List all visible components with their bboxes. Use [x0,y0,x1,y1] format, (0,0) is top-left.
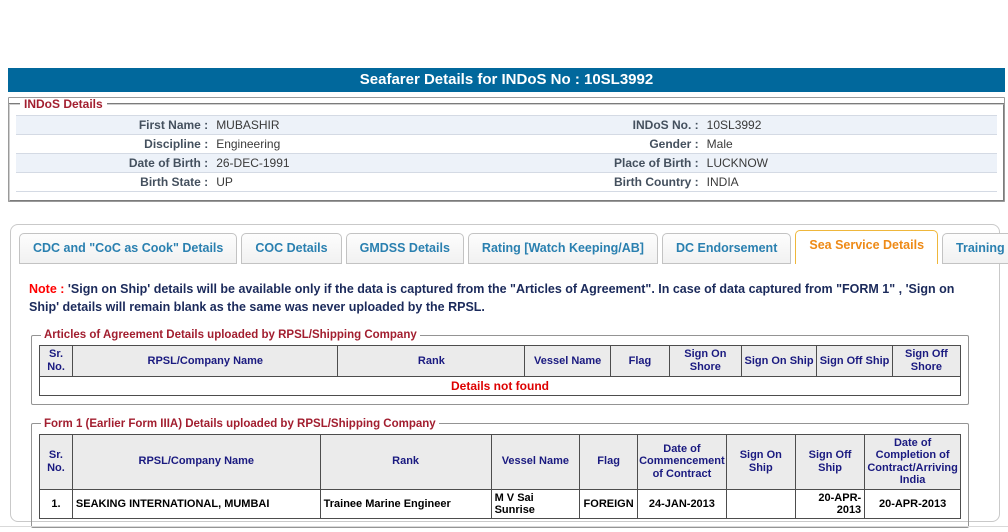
indos-details-fieldset: INDoS Details First Name : MUBASHIR INDo… [8,97,1005,202]
cell-sign-off-ship: 20-APR-2013 [794,489,866,520]
cell-company: SEAKING INTERNATIONAL, MUMBAI [71,489,321,520]
cell-rank: Trainee Marine Engineer [319,489,492,520]
col-rank: Rank [319,433,492,491]
birth-country-label: Birth Country : [506,172,703,192]
indos-details-table: First Name : MUBASHIR INDoS No. : 10SL39… [16,115,997,192]
table-row: Birth State : UP Birth Country : INDIA [16,172,997,192]
form1-table: Sr. No. RPSL/Company Name Rank Vessel Na… [39,433,961,520]
gender-label: Gender : [506,134,703,154]
table-row: Date of Birth : 26-DEC-1991 Place of Bir… [16,153,997,173]
col-rpsl-company-name: RPSL/Company Name [72,345,339,377]
note-prefix: Note : [29,282,65,296]
discipline-label: Discipline : [16,134,213,154]
col-flag: Flag [579,433,639,491]
tab-gmdss-details[interactable]: GMDSS Details [345,233,464,264]
tab-sea-service-details[interactable]: Sea Service Details [795,230,939,264]
indos-no-label: INDoS No. : [506,115,703,135]
date-of-birth-value: 26-DEC-1991 [212,153,507,173]
col-rpsl-company-name: RPSL/Company Name [71,433,321,491]
discipline-value: Engineering [212,134,507,154]
articles-of-agreement-fieldset: Articles of Agreement Details uploaded b… [31,329,969,405]
table-row: First Name : MUBASHIR INDoS No. : 10SL39… [16,115,997,135]
details-not-found-message: Details not found [39,375,961,396]
col-date-of-completion: Date of Completion of Contract/Arriving … [864,433,961,491]
birth-state-label: Birth State : [16,172,213,192]
articles-of-agreement-legend: Articles of Agreement Details uploaded b… [44,329,417,342]
table-row: Discipline : Engineering Gender : Male [16,134,997,154]
indos-no-value: 10SL3992 [702,115,997,135]
cell-sr-no: 1. [39,489,73,520]
birth-state-value: UP [212,172,507,192]
cell-sign-on-ship [725,489,796,520]
form1-fieldset: Form 1 (Earlier Form IIIA) Details uploa… [31,417,969,529]
page-bottom-divider [0,526,1008,527]
form1-legend: Form 1 (Earlier Form IIIA) Details uploa… [44,417,436,430]
articles-of-agreement-table: Sr. No. RPSL/Company Name Rank Vessel Na… [38,345,962,396]
tab-label: CDC and "CoC as Cook" Details [33,241,224,255]
indos-details-legend: INDoS Details [24,97,103,111]
table-row: Details not found [39,375,961,396]
table-header-row: Sr. No. RPSL/Company Name Rank Vessel Na… [39,433,961,491]
cell-commencement-date: 24-JAN-2013 [637,489,727,520]
cell-completion-date: 20-APR-2013 [864,489,961,520]
cell-vessel: M V Sai Sunrise [490,489,581,520]
tab-rating-watch-keeping-ab[interactable]: Rating [Watch Keeping/AB] [467,233,658,264]
col-sign-on-ship: Sign On Ship [725,433,796,491]
tab-label: DC Endorsement [675,241,778,255]
first-name-value: MUBASHIR [212,115,507,135]
col-date-of-commencement: Date of Commencement of Contract [637,433,727,491]
col-flag: Flag [610,345,670,377]
col-sign-off-shore: Sign Off Shore [891,345,962,377]
tab-coc-details[interactable]: COC Details [241,233,342,264]
sign-on-ship-note: Note : 'Sign on Ship' details will be av… [29,280,977,316]
table-header-row: Sr. No. RPSL/Company Name Rank Vessel Na… [38,345,962,377]
first-name-label: First Name : [16,115,213,135]
top-whitespace [0,0,1008,68]
col-vessel-name: Vessel Name [490,433,581,491]
tab-dc-endorsement[interactable]: DC Endorsement [661,233,792,264]
col-sign-on-shore: Sign On Shore [668,345,742,377]
col-sign-off-ship: Sign Off Ship [816,345,893,377]
col-sign-on-ship: Sign On Ship [740,345,818,377]
col-rank: Rank [337,345,526,377]
place-of-birth-value: LUCKNOW [702,153,997,173]
tab-label: GMDSS Details [359,241,450,255]
note-text: 'Sign on Ship' details will be available… [29,282,955,315]
tab-label: COC Details [255,241,328,255]
birth-country-value: INDIA [702,172,997,192]
col-sign-off-ship: Sign Off Ship [794,433,866,491]
page-title: Seafarer Details for INDoS No : 10SL3992 [359,71,654,88]
tab-strip: CDC and "CoC as Cook" Details COC Detail… [11,225,1008,264]
cell-flag: FOREIGN [579,489,639,520]
tab-panel: CDC and "CoC as Cook" Details COC Detail… [10,224,1008,529]
col-sr-no: Sr. No. [38,345,74,377]
tab-training-details[interactable]: Training Details [942,233,1008,264]
tab-label: Sea Service Details [809,238,925,252]
place-of-birth-label: Place of Birth : [506,153,703,173]
tab-label: Rating [Watch Keeping/AB] [481,241,644,255]
tab-label: Training Details [956,241,1008,255]
tab-cdc-coc-as-cook-details[interactable]: CDC and "CoC as Cook" Details [19,233,238,264]
date-of-birth-label: Date of Birth : [16,153,213,173]
gender-value: Male [702,134,997,154]
col-sr-no: Sr. No. [39,433,73,491]
table-row: 1. SEAKING INTERNATIONAL, MUMBAI Trainee… [39,489,961,520]
page-title-bar: Seafarer Details for INDoS No : 10SL3992 [8,68,1005,92]
col-vessel-name: Vessel Name [524,345,611,377]
